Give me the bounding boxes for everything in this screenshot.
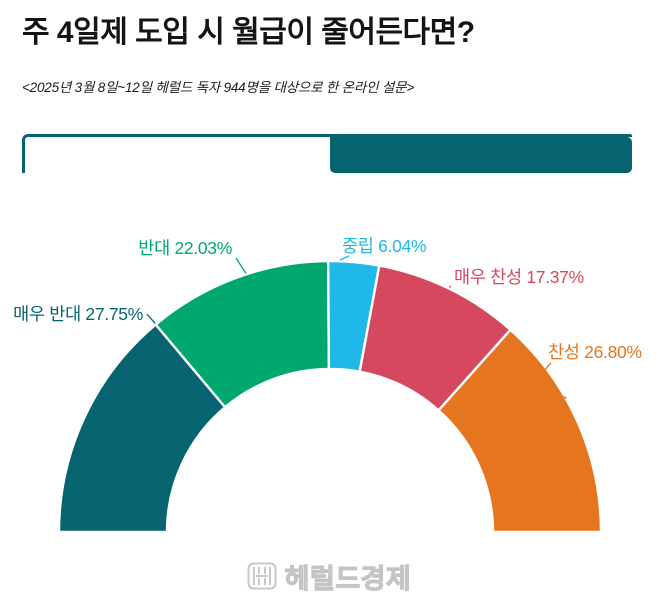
chart-label-0: 매우 반대 27.75% (13, 304, 143, 324)
page-title: 주 4일제 도입 시 월급이 줄어든다면? (22, 16, 475, 49)
herald-logo: 헤럴드경제 (0, 556, 658, 596)
chart-label-4: 찬성 26.80% (548, 342, 642, 362)
chart-connector-2 (339, 255, 350, 261)
herald-logo-icon (247, 562, 277, 590)
herald-logo-text: 헤럴드경제 (284, 563, 412, 594)
chart-label-2: 중립 6.04% (342, 236, 426, 256)
chart-connector-4 (541, 362, 567, 399)
survey-progress-bar (22, 134, 632, 173)
chart-label-3: 매우 찬성 17.37% (454, 267, 584, 287)
progress-bar-fill (329, 137, 632, 173)
chart-segment-4 (437, 328, 603, 534)
survey-subtitle: <2025년 3월 8일~12일 헤럴드 독자 944명을 대상으로 한 온라인… (22, 80, 415, 95)
chart-connector-3 (448, 285, 452, 288)
chart-connector-0 (146, 313, 156, 325)
chart-connector-1 (235, 257, 247, 274)
chart-label-1: 반대 22.03% (138, 238, 232, 258)
